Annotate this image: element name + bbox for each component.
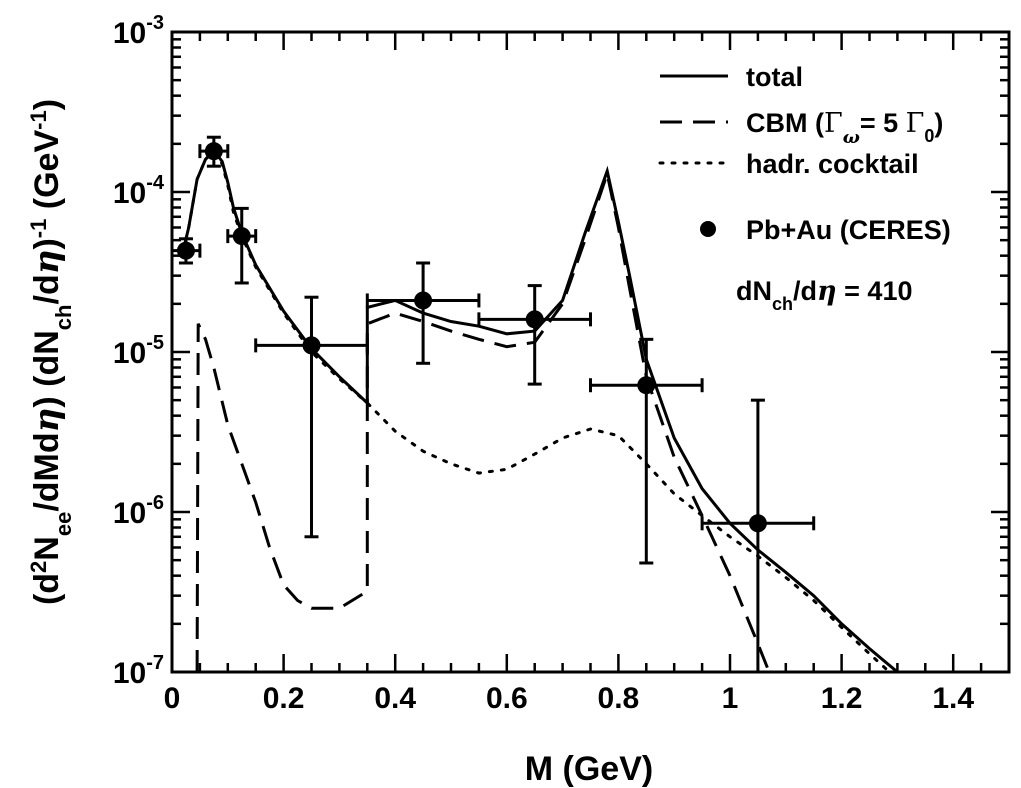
data-point: [254, 295, 369, 539]
legend: total CBM (Γω= 5 Γ0) hadr. cocktail Pb+A…: [658, 62, 951, 314]
data-marker: [525, 310, 544, 329]
y-tick-label: 10-3: [113, 12, 164, 50]
data-point: [170, 237, 202, 265]
multiplicity-annotation: dNch/dη = 410: [736, 276, 912, 314]
data-marker: [637, 376, 656, 395]
y-axis-title: (d2Nee/dMdη) (dNch/dη)-1 (GeV-1): [26, 99, 76, 605]
data-point: [589, 337, 704, 565]
series-dotted-line: [181, 148, 892, 672]
x-tick-label: 1.2: [821, 682, 863, 715]
x-tick-label: 1.4: [932, 682, 974, 715]
y-tick-label: 10-5: [113, 332, 164, 370]
data-point: [477, 284, 592, 386]
y-tick-label: 10-6: [113, 492, 164, 530]
x-tick-labels: 0 0.2 0.4 0.6 0.8 1 1.2 1.4: [164, 682, 975, 715]
legend-label-data: Pb+Au (CERES): [746, 215, 951, 245]
data-point: [226, 206, 258, 285]
series-solid-line: [181, 148, 899, 672]
data-marker: [414, 291, 433, 310]
data-point: [365, 261, 481, 365]
data-marker: [232, 227, 251, 246]
data-points: [170, 135, 816, 672]
y-tick-label: 10-4: [113, 172, 165, 210]
x-tick-label: 0.6: [486, 682, 528, 715]
legend-label-cocktail: hadr. cocktail: [746, 149, 919, 179]
data-marker: [176, 241, 195, 260]
x-tick-label: 0.4: [374, 682, 416, 715]
data-marker: [204, 142, 223, 161]
data-marker: [302, 336, 321, 355]
data-marker: [748, 514, 767, 533]
y-tick-labels: 10-7 10-6 10-5 10-4 10-3: [113, 12, 165, 690]
y-tick-label: 10-7: [113, 652, 164, 690]
x-tick-label: 0.8: [598, 682, 640, 715]
x-tick-label: 0: [164, 682, 181, 715]
x-axis-title: M (GeV): [525, 750, 653, 788]
axis-ticks: [170, 30, 1011, 674]
series-dashed-line: [195, 168, 771, 672]
data-point: [198, 135, 230, 168]
x-tick-label: 0.2: [263, 682, 305, 715]
legend-label-total: total: [746, 62, 803, 92]
x-tick-label: 1: [722, 682, 739, 715]
data-point: [700, 398, 816, 672]
legend-marker-data: [700, 221, 716, 237]
legend-label-cbm: CBM (Γω= 5 Γ0): [746, 108, 943, 148]
